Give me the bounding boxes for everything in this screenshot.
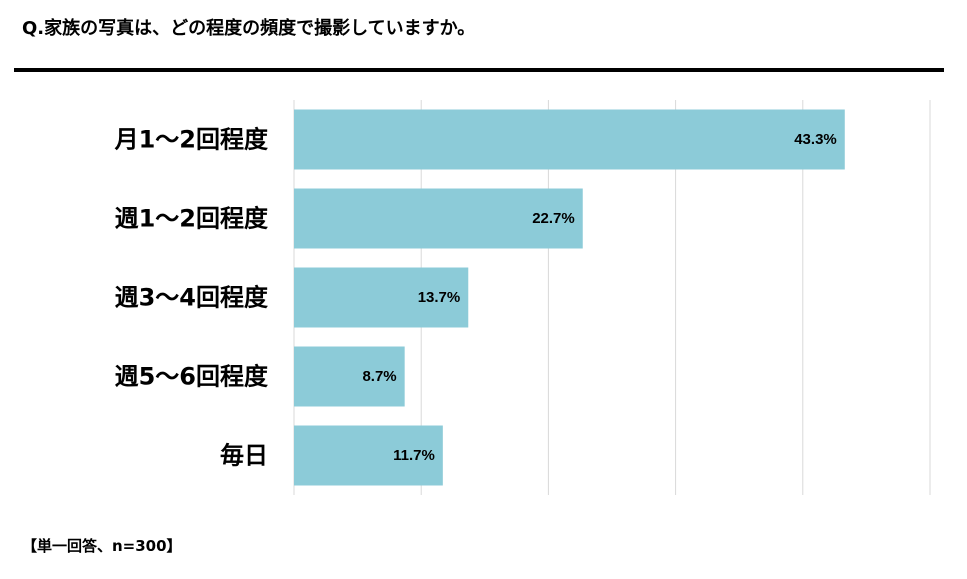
bar bbox=[294, 267, 469, 328]
bar bbox=[294, 188, 583, 249]
bars bbox=[294, 109, 845, 486]
bar bbox=[294, 346, 405, 407]
bar bbox=[294, 109, 845, 170]
title-rule bbox=[14, 68, 944, 72]
category-label: 毎日 bbox=[220, 442, 268, 470]
data-label: 8.7% bbox=[362, 368, 396, 385]
question-title: Q.家族の写真は、どの程度の頻度で撮影していますか。 bbox=[22, 18, 476, 39]
category-label: 週1～2回程度 bbox=[115, 205, 269, 233]
sample-note: 【単一回答、n=300】 bbox=[22, 537, 182, 555]
bar bbox=[294, 425, 443, 486]
data-label: 13.7% bbox=[418, 289, 461, 306]
data-labels: 43.3% 22.7% 13.7% 8.7% 11.7% bbox=[362, 131, 836, 464]
data-label: 22.7% bbox=[532, 210, 575, 227]
category-label: 週5～6回程度 bbox=[115, 363, 269, 391]
category-label: 月1～2回程度 bbox=[114, 126, 269, 154]
category-label: 週3～4回程度 bbox=[115, 284, 269, 312]
data-label: 43.3% bbox=[794, 131, 837, 148]
data-label: 11.7% bbox=[393, 447, 435, 464]
